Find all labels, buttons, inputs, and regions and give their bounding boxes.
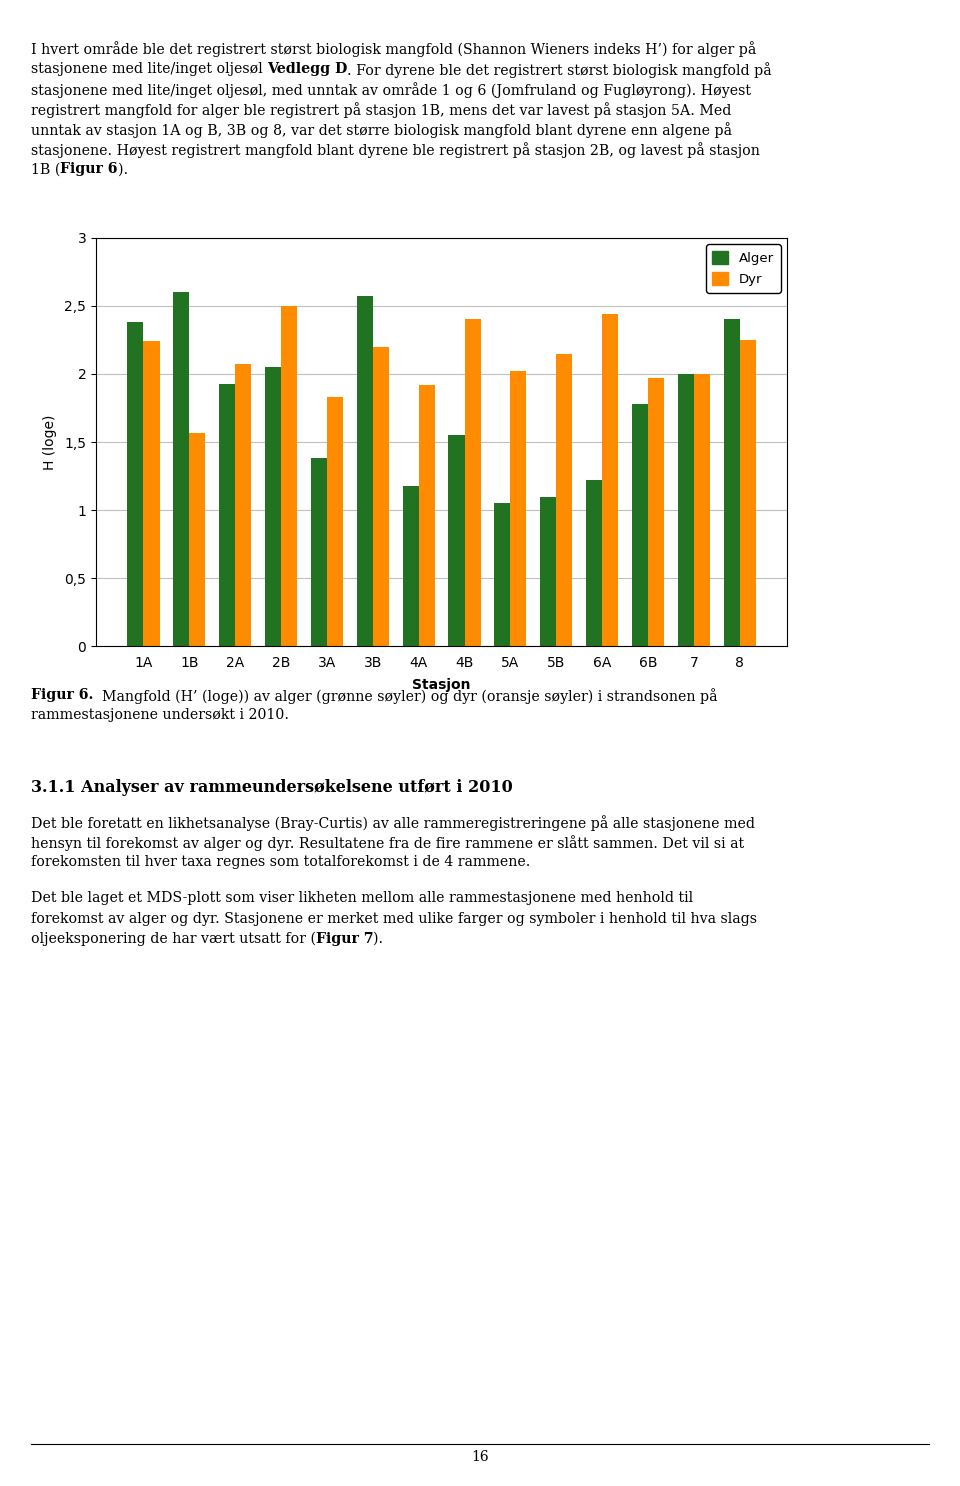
Text: Det ble laget et MDS-plott som viser likheten mellom alle rammestasjonene med he: Det ble laget et MDS-plott som viser lik… <box>31 892 693 905</box>
Bar <box>494 504 511 646</box>
Bar <box>678 374 694 646</box>
Bar <box>602 314 618 646</box>
Text: Figur 6: Figur 6 <box>60 162 117 177</box>
Bar <box>724 319 740 646</box>
Text: stasjonene. Høyest registrert mangfold blant dyrene ble registrert på stasjon 2B: stasjonene. Høyest registrert mangfold b… <box>31 143 759 158</box>
Text: forekomsten til hver taxa regnes som totalforekomst i de 4 rammene.: forekomsten til hver taxa regnes som tot… <box>31 854 530 869</box>
Legend: Alger, Dyr: Alger, Dyr <box>706 244 780 293</box>
Bar <box>448 435 465 646</box>
Bar <box>540 496 556 646</box>
Text: Figur 6.: Figur 6. <box>31 688 93 701</box>
Text: ).: ). <box>373 932 383 945</box>
Text: Mangfold (H’ (loge)) av alger (grønne søyler) og dyr (oransje søyler) i strandso: Mangfold (H’ (loge)) av alger (grønne sø… <box>93 688 717 704</box>
Bar <box>265 367 281 646</box>
Bar <box>586 480 602 646</box>
Bar <box>281 306 298 646</box>
Text: . For dyrene ble det registrert størst biologisk mangfold på: . For dyrene ble det registrert størst b… <box>348 62 772 77</box>
Bar <box>648 377 664 646</box>
X-axis label: Stasjon: Stasjon <box>413 679 470 692</box>
Text: Vedlegg D: Vedlegg D <box>267 62 348 76</box>
Text: hensyn til forekomst av alger og dyr. Resultatene fra de fire rammene er slått s: hensyn til forekomst av alger og dyr. Re… <box>31 835 744 851</box>
Bar <box>419 385 435 646</box>
Bar <box>694 374 709 646</box>
Bar <box>511 372 526 646</box>
Text: ).: ). <box>117 162 128 177</box>
Text: Figur 7: Figur 7 <box>316 932 373 945</box>
Bar <box>556 354 572 646</box>
Bar <box>128 322 143 646</box>
Text: stasjonene med lite/inget oljesøl, med unntak av område 1 og 6 (Jomfruland og Fu: stasjonene med lite/inget oljesøl, med u… <box>31 82 751 98</box>
Text: Det ble foretatt en likhetsanalyse (Bray-Curtis) av alle rammeregistreringene på: Det ble foretatt en likhetsanalyse (Bray… <box>31 814 755 831</box>
Text: registrert mangfold for alger ble registrert på stasjon 1B, mens det var lavest : registrert mangfold for alger ble regist… <box>31 103 732 117</box>
Bar <box>632 404 648 646</box>
Text: I hvert område ble det registrert størst biologisk mangfold (Shannon Wieners ind: I hvert område ble det registrert størst… <box>31 42 756 58</box>
Text: 1B (: 1B ( <box>31 162 60 177</box>
Text: unntak av stasjon 1A og B, 3B og 8, var det større biologisk mangfold blant dyre: unntak av stasjon 1A og B, 3B og 8, var … <box>31 122 732 138</box>
Text: stasjonene med lite/inget oljesøl: stasjonene med lite/inget oljesøl <box>31 62 267 76</box>
Text: rammestasjonene undersøkt i 2010.: rammestasjonene undersøkt i 2010. <box>31 709 289 722</box>
Y-axis label: H (loge): H (loge) <box>43 415 58 470</box>
Bar <box>327 397 343 646</box>
Text: 16: 16 <box>471 1450 489 1464</box>
Bar <box>143 342 159 646</box>
Bar <box>189 432 205 646</box>
Bar <box>402 486 419 646</box>
Bar <box>372 346 389 646</box>
Bar <box>740 340 756 646</box>
Text: forekomst av alger og dyr. Stasjonene er merket med ulike farger og symboler i h: forekomst av alger og dyr. Stasjonene er… <box>31 911 756 926</box>
Bar <box>219 383 235 646</box>
Bar <box>465 319 481 646</box>
Bar <box>235 364 252 646</box>
Bar <box>357 296 372 646</box>
Bar <box>174 293 189 646</box>
Text: 3.1.1 Analyser av rammeundersøkelsene utført i 2010: 3.1.1 Analyser av rammeundersøkelsene ut… <box>31 779 513 795</box>
Bar <box>311 458 327 646</box>
Text: oljeeksponering de har vært utsatt for (: oljeeksponering de har vært utsatt for ( <box>31 932 316 947</box>
